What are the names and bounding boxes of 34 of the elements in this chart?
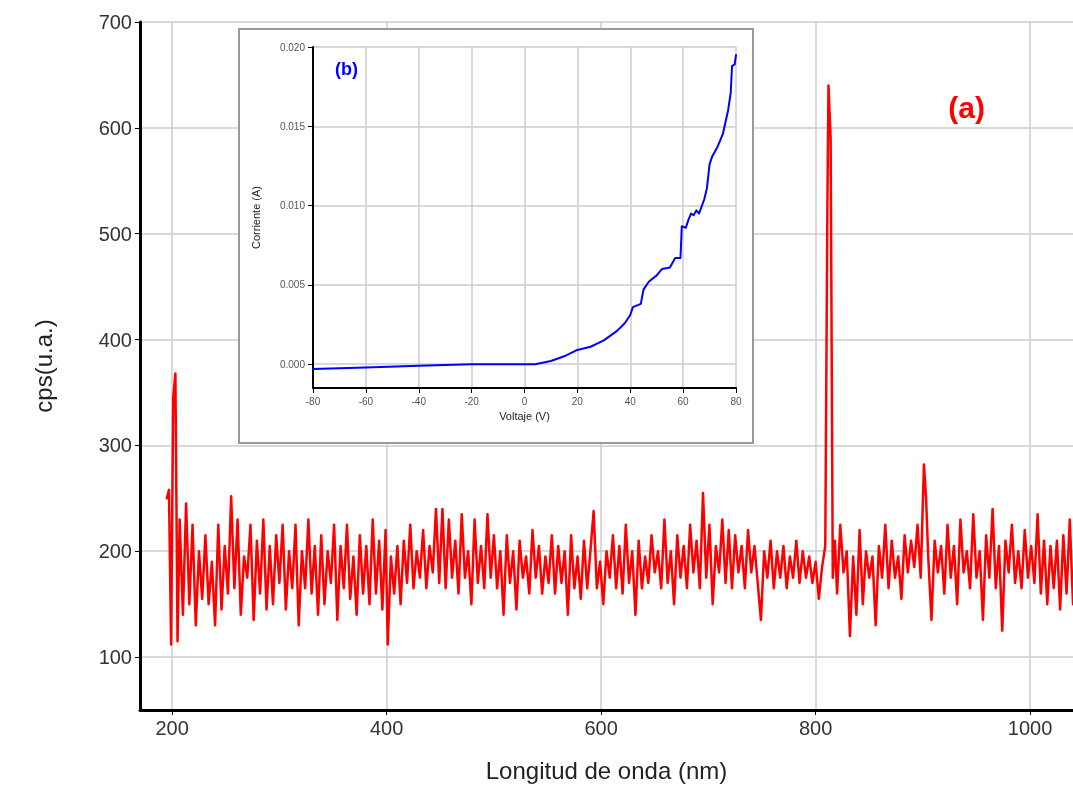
x-tick-label: -20	[464, 395, 480, 407]
y-axis-title: Corriente (A)	[249, 186, 262, 249]
x-tick-label: 40	[624, 395, 637, 407]
x-tick-label: 80	[730, 395, 742, 407]
x-tick-label: -80	[305, 395, 321, 407]
x-tick-label: 400	[369, 717, 404, 739]
y-tick-label: 100	[98, 646, 132, 669]
annotation: (a)	[948, 90, 986, 124]
y-axis-title: cps(u.a.)	[29, 319, 57, 413]
y-tick-label: 0.015	[279, 120, 306, 132]
x-tick-label: 60	[677, 395, 690, 407]
y-tick-label: 0.005	[279, 279, 306, 291]
x-tick-label: 600	[584, 717, 618, 739]
x-tick-label: 200	[155, 717, 189, 739]
x-axis-title: Longitud de onda (nm)	[485, 756, 728, 784]
x-tick-label: 800	[798, 717, 833, 739]
y-tick-label: 500	[98, 222, 132, 245]
y-tick-label: 0.020	[279, 41, 306, 53]
x-axis-title: Voltaje (V)	[499, 410, 550, 423]
y-tick-label: 400	[98, 328, 132, 351]
annotation: (b)	[335, 59, 358, 79]
y-tick-label: 700	[98, 11, 132, 33]
y-tick-label: 200	[98, 540, 132, 563]
x-tick-label: 20	[571, 395, 584, 407]
y-tick-label: 0.010	[279, 200, 306, 212]
x-tick-label: 1000	[1007, 717, 1053, 739]
line-series	[165, 84, 1073, 646]
x-tick-label: -40	[411, 395, 427, 407]
line-series	[312, 53, 737, 370]
y-tick-label: 300	[98, 434, 132, 457]
y-tick-label: 600	[98, 116, 132, 139]
x-tick-label: 0	[521, 395, 528, 407]
y-tick-label: 0.000	[279, 358, 306, 370]
x-tick-label: -60	[358, 395, 374, 407]
